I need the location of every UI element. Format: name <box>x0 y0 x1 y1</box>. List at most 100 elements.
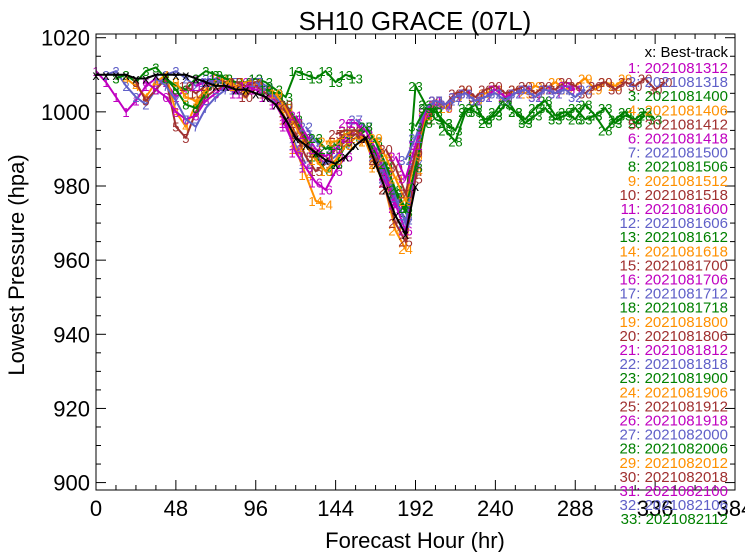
series-point-32: 32 <box>468 94 482 109</box>
legend-entry: 12: 2021081606 <box>620 215 728 232</box>
legend-entry: 16: 2021081706 <box>620 272 728 289</box>
best-track-point: x <box>372 156 379 172</box>
best-track-point: x <box>292 130 299 146</box>
legend-entry: 2: 2021081318 <box>628 74 728 91</box>
series-point-32: 32 <box>448 90 462 105</box>
series-point-19: 19 <box>328 153 342 168</box>
series-point-24: 24 <box>318 135 332 150</box>
series-point-24: 24 <box>388 223 402 238</box>
series-point-31: 31 <box>498 90 512 105</box>
series-point-2: 2 <box>112 64 119 79</box>
series-point-3: 3 <box>202 64 209 79</box>
series-point-33: 33 <box>478 112 492 127</box>
best-track-point: x <box>322 152 329 168</box>
series-point-29: 29 <box>608 79 622 94</box>
series-point-1: 1 <box>172 90 179 105</box>
series-point-33: 33 <box>508 105 522 120</box>
legend-entry: 10: 2021081518 <box>620 187 728 204</box>
series-point-30: 30 <box>528 86 542 101</box>
series-point-30: 30 <box>378 142 392 157</box>
x-tick-label: 192 <box>397 496 434 521</box>
series-point-19: 19 <box>318 164 332 179</box>
series-point-32: 32 <box>498 94 512 109</box>
series-point-24: 24 <box>328 135 342 150</box>
series-point-30: 30 <box>568 79 582 94</box>
legend-entry: 15: 2021081700 <box>620 257 728 274</box>
series-point-32: 32 <box>518 83 532 98</box>
series-point-33: 33 <box>408 120 422 135</box>
best-track-point: x <box>122 67 129 83</box>
series-point-16: 16 <box>298 160 312 175</box>
series-point-33: 33 <box>608 116 622 131</box>
x-axis-label: Forecast Hour (hr) <box>325 528 505 552</box>
series-point-33: 33 <box>648 112 662 127</box>
series-line-15 <box>235 81 337 173</box>
series-point-25: 25 <box>388 216 402 231</box>
best-track-point: x <box>212 78 219 94</box>
series-point-29: 29 <box>398 194 412 209</box>
series-point-4: 4 <box>132 79 139 94</box>
legend-entry: 26: 2021081918 <box>620 413 728 430</box>
series-point-32: 32 <box>438 97 452 112</box>
series-point-32: 32 <box>568 90 582 105</box>
best-track-point: x <box>312 145 319 161</box>
series-point-30: 30 <box>658 75 672 90</box>
series-point-4: 4 <box>122 71 129 86</box>
series-point-13: 13 <box>209 68 223 83</box>
best-track-point: x <box>412 178 419 194</box>
series-point-33: 33 <box>528 109 542 124</box>
series-point-5: 5 <box>192 105 199 120</box>
series-point-28: 28 <box>378 157 392 172</box>
series-point-9: 9 <box>172 75 179 90</box>
series-point-33: 33 <box>548 112 562 127</box>
best-track-point: x <box>222 78 229 94</box>
best-track-point: x <box>282 111 289 127</box>
series-point-13: 13 <box>288 64 302 79</box>
series-point-32: 32 <box>478 90 492 105</box>
series-point-7: 7 <box>202 101 209 116</box>
best-track-point: x <box>162 67 169 83</box>
series-point-24: 24 <box>398 242 412 257</box>
series-point-33: 33 <box>468 105 482 120</box>
series-point-32: 32 <box>398 153 412 168</box>
series-point-33: 33 <box>628 112 642 127</box>
series-point-28: 28 <box>518 112 532 127</box>
series-point-33: 33 <box>578 112 592 127</box>
y-tick-label: 1020 <box>41 26 90 51</box>
legend-entry: 32: 2021082106 <box>620 497 728 514</box>
series-point-14: 14 <box>318 198 332 213</box>
series-point-32: 32 <box>578 83 592 98</box>
legend-entry: 23: 2021081900 <box>620 370 728 387</box>
series-point-22: 22 <box>298 120 312 135</box>
series-point-19: 19 <box>268 86 282 101</box>
series-point-6: 6 <box>162 90 169 105</box>
series-point-2: 2 <box>202 71 209 86</box>
legend-entry: 7: 2021081500 <box>628 145 728 162</box>
best-track-point: x <box>272 96 279 112</box>
series-point-7: 7 <box>152 71 159 86</box>
legend-entry: 6: 2021081418 <box>628 131 728 148</box>
series-point-15: 15 <box>229 75 243 90</box>
series-point-16: 16 <box>308 175 322 190</box>
series-point-7: 7 <box>222 83 229 98</box>
series-point-9: 9 <box>202 83 209 98</box>
series-point-30: 30 <box>648 83 662 98</box>
legend-entry: 3: 2021081400 <box>628 88 728 105</box>
series-point-5: 5 <box>202 90 209 105</box>
series-point-33: 33 <box>458 101 472 116</box>
legend-entry: 31: 2021082100 <box>620 483 728 500</box>
x-tick-label: 48 <box>164 496 188 521</box>
series-point-2: 2 <box>192 79 199 94</box>
series-point-13: 13 <box>328 75 342 90</box>
series-point-27: 27 <box>348 112 362 127</box>
chart-title: SH10 GRACE (07L) <box>299 6 532 36</box>
legend-entry: 8: 2021081506 <box>628 159 728 176</box>
series-point-21: 21 <box>308 142 322 157</box>
series-point-30: 30 <box>578 86 592 101</box>
series-point-28: 28 <box>598 123 612 138</box>
series-point-16: 16 <box>318 183 332 198</box>
best-track-point: x <box>242 82 249 98</box>
series-point-1: 1 <box>102 75 109 90</box>
series-point-2: 2 <box>182 71 189 86</box>
series-point-33: 33 <box>618 109 632 124</box>
